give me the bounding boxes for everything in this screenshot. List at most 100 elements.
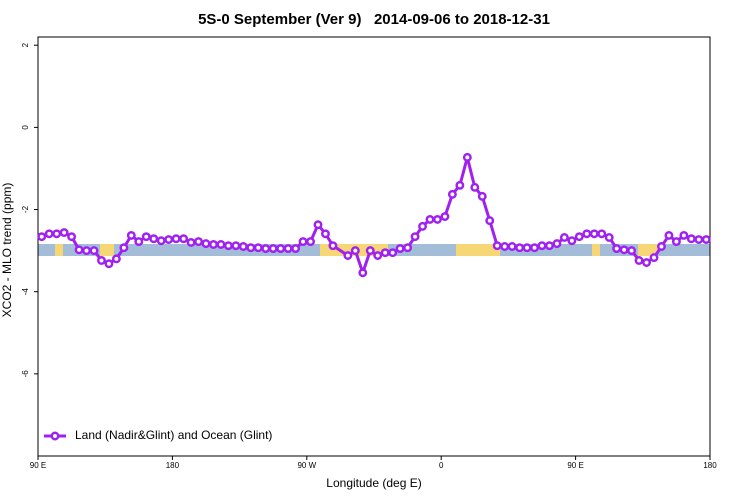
- data-point: [82, 246, 91, 256]
- data-point: [306, 237, 315, 247]
- plot-frame: [37, 36, 711, 457]
- y-tick-label: 0: [21, 125, 30, 130]
- data-point: [559, 233, 569, 242]
- data-point: [253, 243, 263, 253]
- y-tick-label: -6: [21, 370, 30, 378]
- data-point: [365, 246, 375, 256]
- data-point: [410, 232, 420, 242]
- data-point: [440, 212, 450, 221]
- data-point: [679, 230, 689, 240]
- data-point: [395, 244, 405, 254]
- x-tick-label: 180: [703, 461, 717, 470]
- data-point: [246, 243, 256, 253]
- data-point: [447, 189, 457, 199]
- data-point: [104, 259, 114, 269]
- data-point: [500, 242, 510, 251]
- data-point: [380, 248, 390, 258]
- data-point: [119, 243, 129, 253]
- data-point: [664, 230, 674, 240]
- data-point: [470, 182, 480, 192]
- data-point: [537, 241, 547, 251]
- data-point: [634, 256, 644, 265]
- data-point: [283, 244, 293, 254]
- data-point: [418, 221, 427, 231]
- data-point: [485, 216, 495, 226]
- data-point: [313, 220, 323, 230]
- y-axis-label: XCO2 - MLO trend (ppm): [0, 183, 14, 318]
- data-point: [201, 239, 211, 249]
- data-point: [74, 245, 84, 255]
- data-point: [343, 251, 353, 260]
- data-point: [515, 243, 525, 253]
- legend-marker: [50, 431, 60, 441]
- data-point: [141, 232, 151, 242]
- data-point: [627, 246, 637, 256]
- data-point: [134, 237, 144, 247]
- data-point: [350, 246, 360, 256]
- data-point: [149, 234, 159, 244]
- data-point: [589, 229, 599, 239]
- chart-title: 5S-0 September (Ver 9) 2014-09-06 to 201…: [198, 11, 550, 28]
- data-point: [179, 234, 189, 244]
- data-point: [209, 239, 218, 249]
- data-point: [574, 232, 584, 242]
- data-point: [321, 229, 330, 239]
- data-point: [530, 243, 539, 253]
- data-point: [52, 229, 62, 239]
- data-point: [67, 232, 77, 242]
- data-point: [507, 242, 517, 251]
- data-point: [433, 214, 442, 224]
- data-point: [111, 254, 121, 264]
- data-point: [238, 242, 248, 251]
- data-point: [298, 237, 308, 247]
- legend-label: Land (Nadir&Glint) and Ocean (Glint): [75, 428, 272, 442]
- data-point: [164, 235, 174, 244]
- data-point: [567, 236, 577, 246]
- data-point: [328, 241, 338, 251]
- data-point: [492, 241, 502, 251]
- data-point: [619, 245, 629, 255]
- data-point: [686, 234, 696, 244]
- data-point: [223, 241, 233, 251]
- data-point: [186, 237, 196, 247]
- y-tick-label: -4: [21, 288, 30, 296]
- data-point: [477, 191, 487, 201]
- x-tick-label: 90 E: [567, 461, 583, 470]
- data-point: [261, 244, 271, 254]
- data-point: [216, 239, 226, 249]
- x-tick-label: 0: [439, 461, 444, 470]
- data-point: [522, 243, 532, 253]
- data-point: [89, 246, 99, 256]
- data-point: [612, 244, 622, 254]
- data-point: [462, 152, 472, 162]
- data-point: [126, 230, 136, 240]
- data-point: [291, 244, 301, 254]
- x-tick-label: 90 W: [297, 461, 316, 470]
- x-tick-label: 90 E: [30, 461, 46, 470]
- data-point: [156, 236, 166, 246]
- x-axis-label: Longitude (deg E): [326, 476, 421, 490]
- data-point: [694, 235, 704, 244]
- data-point: [59, 228, 69, 237]
- data-point: [701, 235, 711, 244]
- data-point: [604, 233, 614, 242]
- y-tick-label: -2: [21, 205, 30, 213]
- x-tick-label: 180: [166, 461, 180, 470]
- data-point: [44, 229, 54, 239]
- data-point: [671, 237, 681, 247]
- data-point: [425, 214, 435, 224]
- data-point: [37, 232, 47, 242]
- data-point: [582, 229, 592, 239]
- data-point: [545, 241, 554, 251]
- data-point: [552, 239, 562, 249]
- data-point: [597, 229, 607, 239]
- data-point: [373, 251, 383, 260]
- data-point: [268, 244, 278, 254]
- data-point: [97, 256, 106, 265]
- data-point: [358, 268, 368, 278]
- data-point: [194, 237, 203, 247]
- data-point: [455, 180, 465, 190]
- data-point: [657, 242, 666, 251]
- y-tick-label: 2: [21, 42, 30, 47]
